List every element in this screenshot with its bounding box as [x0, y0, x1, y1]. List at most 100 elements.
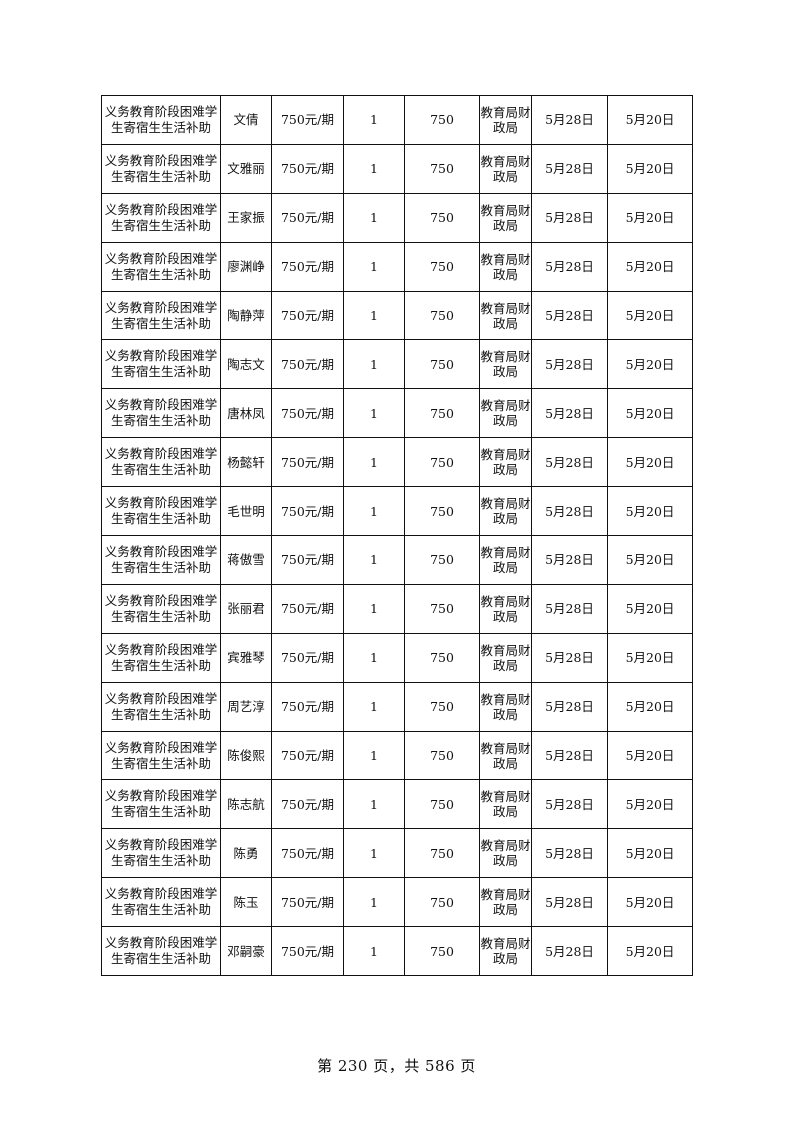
- amount-cell: 750: [404, 681, 480, 732]
- date1-cell: 5月28日: [531, 828, 608, 879]
- table-row: 义务教育阶段困难学生寄宿生生活补助 周艺淳 750元/期 1 750 教育局财政局 5月28…: [101, 681, 693, 732]
- table-row: 义务教育阶段困难学生寄宿生生活补助 陶志文 750元/期 1 750 教育局财政局 5月28…: [101, 339, 693, 390]
- date1-cell: 5月28日: [531, 535, 608, 585]
- department-cell: 教育局财政局: [479, 681, 532, 732]
- table-row: 义务教育阶段困难学生寄宿生生活补助 陈俊熙 750元/期 1 750 教育局财政局 5月28…: [101, 730, 693, 781]
- project-cell: 义务教育阶段困难学生寄宿生生活补助: [101, 192, 221, 243]
- table-row: 义务教育阶段困难学生寄宿生生活补助 毛世明 750元/期 1 750 教育局财政局 5月28…: [101, 486, 693, 537]
- table-row: 义务教育阶段困难学生寄宿生生活补助 杨懿轩 750元/期 1 750 教育局财政局 5月28…: [101, 437, 693, 488]
- table-row: 义务教育阶段困难学生寄宿生生活补助 蒋傲雪 750元/期 1 750 教育局财政局 5月28…: [101, 535, 693, 585]
- count-cell: 1: [343, 388, 405, 439]
- table-row: 义务教育阶段困难学生寄宿生生活补助 王家振 750元/期 1 750 教育局财政局 5月28…: [101, 192, 693, 243]
- department-cell: 教育局财政局: [479, 486, 532, 537]
- department-cell: 教育局财政局: [479, 926, 532, 977]
- standard-cell: 750元/期: [271, 143, 344, 194]
- table-row: 义务教育阶段困难学生寄宿生生活补助 唐林凤 750元/期 1 750 教育局财政局 5月28…: [101, 388, 693, 439]
- project-cell: 义务教育阶段困难学生寄宿生生活补助: [101, 241, 221, 292]
- count-cell: 1: [343, 241, 405, 292]
- count-cell: 1: [343, 437, 405, 488]
- project-cell: 义务教育阶段困难学生寄宿生生活补助: [101, 339, 221, 390]
- page-number: 第 230 页，共 586 页: [317, 1057, 476, 1075]
- amount-cell: 750: [404, 339, 480, 390]
- name-cell: 陈志航: [220, 779, 272, 830]
- standard-cell: 750元/期: [271, 241, 344, 292]
- project-cell: 义务教育阶段困难学生寄宿生生活补助: [101, 535, 221, 585]
- project-cell: 义务教育阶段困难学生寄宿生生活补助: [101, 437, 221, 488]
- amount-cell: 750: [404, 143, 480, 194]
- date2-cell: 5月20日: [607, 779, 693, 830]
- project-cell: 义务教育阶段困难学生寄宿生生活补助: [101, 95, 221, 145]
- table-row: 义务教育阶段困难学生寄宿生生活补助 邓嗣豪 750元/期 1 750 教育局财政局 5月28…: [101, 926, 693, 977]
- date2-cell: 5月20日: [607, 730, 693, 781]
- standard-cell: 750元/期: [271, 730, 344, 781]
- count-cell: 1: [343, 339, 405, 390]
- count-cell: 1: [343, 877, 405, 928]
- department-cell: 教育局财政局: [479, 583, 532, 634]
- table-row: 义务教育阶段困难学生寄宿生生活补助 张丽君 750元/期 1 750 教育局财政局 5月28…: [101, 583, 693, 634]
- name-cell: 邓嗣豪: [220, 926, 272, 977]
- project-cell: 义务教育阶段困难学生寄宿生生活补助: [101, 877, 221, 928]
- name-cell: 杨懿轩: [220, 437, 272, 488]
- name-cell: 文倩: [220, 95, 272, 145]
- standard-cell: 750元/期: [271, 632, 344, 683]
- standard-cell: 750元/期: [271, 583, 344, 634]
- table-row: 义务教育阶段困难学生寄宿生生活补助 文倩 750元/期 1 750 教育局财政局 5月28日…: [101, 95, 693, 145]
- date2-cell: 5月20日: [607, 535, 693, 585]
- count-cell: 1: [343, 681, 405, 732]
- date1-cell: 5月28日: [531, 143, 608, 194]
- date1-cell: 5月28日: [531, 388, 608, 439]
- department-cell: 教育局财政局: [479, 632, 532, 683]
- date2-cell: 5月20日: [607, 877, 693, 928]
- date1-cell: 5月28日: [531, 437, 608, 488]
- name-cell: 唐林凤: [220, 388, 272, 439]
- table-row: 义务教育阶段困难学生寄宿生生活补助 宾雅琴 750元/期 1 750 教育局财政局 5月28…: [101, 632, 693, 683]
- amount-cell: 750: [404, 192, 480, 243]
- project-cell: 义务教育阶段困难学生寄宿生生活补助: [101, 388, 221, 439]
- count-cell: 1: [343, 730, 405, 781]
- table-body: 义务教育阶段困难学生寄宿生生活补助 文倩 750元/期 1 750 教育局财政局 5月28日…: [101, 95, 693, 977]
- department-cell: 教育局财政局: [479, 143, 532, 194]
- date1-cell: 5月28日: [531, 681, 608, 732]
- project-cell: 义务教育阶段困难学生寄宿生生活补助: [101, 828, 221, 879]
- project-cell: 义务教育阶段困难学生寄宿生生活补助: [101, 290, 221, 341]
- name-cell: 陶志文: [220, 339, 272, 390]
- project-cell: 义务教育阶段困难学生寄宿生生活补助: [101, 143, 221, 194]
- name-cell: 陈勇: [220, 828, 272, 879]
- project-cell: 义务教育阶段困难学生寄宿生生活补助: [101, 486, 221, 537]
- count-cell: 1: [343, 926, 405, 977]
- table-row: 义务教育阶段困难学生寄宿生生活补助 陶静萍 750元/期 1 750 教育局财政局 5月28…: [101, 290, 693, 341]
- date2-cell: 5月20日: [607, 437, 693, 488]
- standard-cell: 750元/期: [271, 95, 344, 145]
- standard-cell: 750元/期: [271, 339, 344, 390]
- date1-cell: 5月28日: [531, 779, 608, 830]
- amount-cell: 750: [404, 437, 480, 488]
- department-cell: 教育局财政局: [479, 192, 532, 243]
- date1-cell: 5月28日: [531, 583, 608, 634]
- count-cell: 1: [343, 486, 405, 537]
- date2-cell: 5月20日: [607, 290, 693, 341]
- name-cell: 陈俊熙: [220, 730, 272, 781]
- date1-cell: 5月28日: [531, 632, 608, 683]
- standard-cell: 750元/期: [271, 290, 344, 341]
- date2-cell: 5月20日: [607, 681, 693, 732]
- standard-cell: 750元/期: [271, 926, 344, 977]
- standard-cell: 750元/期: [271, 779, 344, 830]
- table-row: 义务教育阶段困难学生寄宿生生活补助 文雅丽 750元/期 1 750 教育局财政局 5月28…: [101, 143, 693, 194]
- date1-cell: 5月28日: [531, 926, 608, 977]
- table-row: 义务教育阶段困难学生寄宿生生活补助 陈勇 750元/期 1 750 教育局财政局 5月28日…: [101, 828, 693, 879]
- department-cell: 教育局财政局: [479, 828, 532, 879]
- count-cell: 1: [343, 290, 405, 341]
- date2-cell: 5月20日: [607, 632, 693, 683]
- date2-cell: 5月20日: [607, 486, 693, 537]
- standard-cell: 750元/期: [271, 681, 344, 732]
- amount-cell: 750: [404, 535, 480, 585]
- amount-cell: 750: [404, 95, 480, 145]
- date1-cell: 5月28日: [531, 730, 608, 781]
- department-cell: 教育局财政局: [479, 437, 532, 488]
- project-cell: 义务教育阶段困难学生寄宿生生活补助: [101, 730, 221, 781]
- date1-cell: 5月28日: [531, 877, 608, 928]
- standard-cell: 750元/期: [271, 877, 344, 928]
- table-row: 义务教育阶段困难学生寄宿生生活补助 陈玉 750元/期 1 750 教育局财政局 5月28日…: [101, 877, 693, 928]
- name-cell: 张丽君: [220, 583, 272, 634]
- date1-cell: 5月28日: [531, 486, 608, 537]
